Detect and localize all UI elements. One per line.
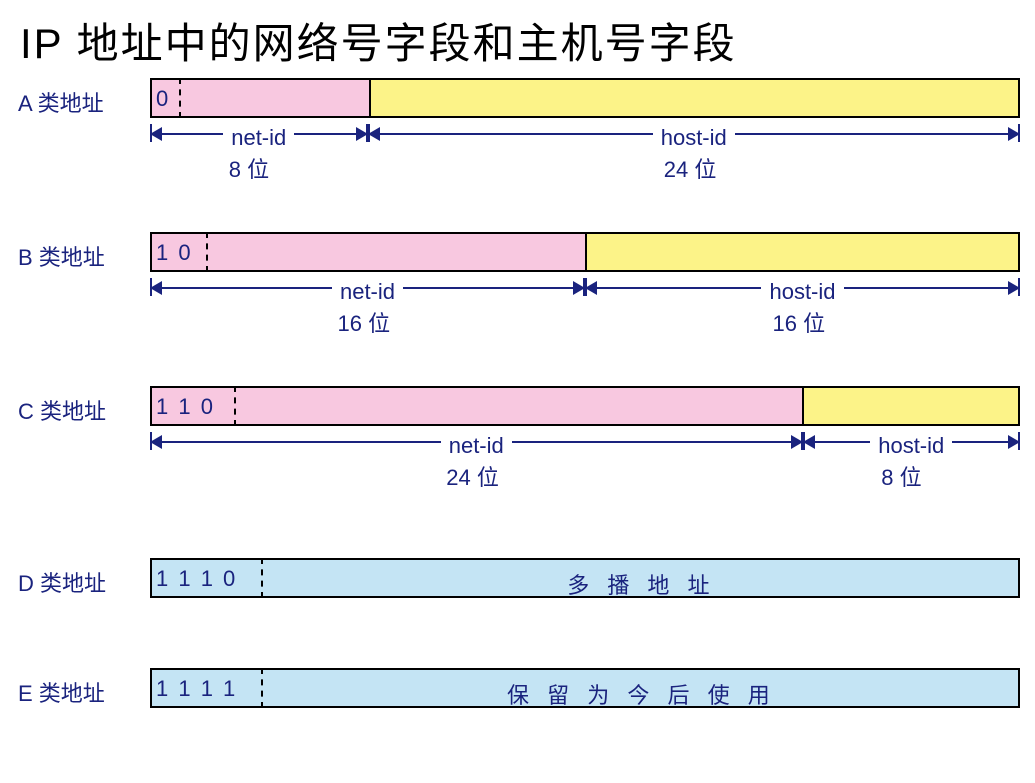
class-c-hostid-bits-label: 8 位 [881,460,921,492]
class-b-hostid-label: host-id [761,279,843,305]
class-c-prefix-bits: 1 1 0 [156,394,215,420]
class-b-netid-bits-label: 16 位 [338,306,391,338]
class-b-netid-segment: 1 0 [152,234,585,270]
class-a-hostid-arrow-left [368,127,380,141]
class-b-label: B 类地址 [18,240,105,272]
class-a-label: A 类地址 [18,86,104,118]
class-b-netid-arrow-left [150,281,162,295]
class-a-bar: 0 [150,78,1020,118]
class-c-hostid-segment [802,388,1019,424]
class-c-netid-range: net-id [150,432,803,460]
class-a-hostid-label: host-id [653,125,735,151]
class-a-hostid-arrow-right [1008,127,1020,141]
class-d-bar: 1 1 1 0 多 播 地 址 [150,558,1020,598]
class-c-label: C 类地址 [18,394,106,426]
class-b-hostid-segment [585,234,1018,270]
class-c-netid-label: net-id [441,433,512,459]
class-b-hostid-arrow-right [1008,281,1020,295]
class-b-prefix-divider [206,232,208,272]
class-d-description: 多 播 地 址 [261,568,1022,600]
class-b-hostid-range: host-id [585,278,1020,306]
class-b-hostid-bits-label: 16 位 [773,306,826,338]
class-c-prefix-divider [234,386,236,426]
class-a-netid-arrow-right [356,127,368,141]
class-b-hostid-arrow-left [585,281,597,295]
class-b-netid-range: net-id [150,278,585,306]
class-a-netid-label: net-id [223,125,294,151]
class-c-hostid-arrow-right [1008,435,1020,449]
class-b-netid-label: net-id [332,279,403,305]
class-e-description: 保 留 为 今 后 使 用 [261,678,1022,710]
class-a-prefix-bits: 0 [156,86,170,112]
class-a-hostid-range: host-id [368,124,1021,152]
class-a-netid-bits-label: 8 位 [229,152,269,184]
class-d-prefix-bits: 1 1 1 0 [156,566,237,592]
class-c-bar: 1 1 0 [150,386,1020,426]
class-c-netid-segment: 1 1 0 [152,388,802,424]
class-c-netid-bits-label: 24 位 [446,460,499,492]
class-c-hostid-label: host-id [870,433,952,459]
class-b-netid-arrow-right [573,281,585,295]
class-b-bar: 1 0 [150,232,1020,272]
page-title: IP 地址中的网络号字段和主机号字段 [20,10,737,71]
class-b-prefix-bits: 1 0 [156,240,193,266]
class-c-netid-arrow-left [150,435,162,449]
class-a-netid-range: net-id [150,124,368,152]
class-e-bar: 1 1 1 1 保 留 为 今 后 使 用 [150,668,1020,708]
class-e-label: E 类地址 [18,676,105,708]
class-a-netid-arrow-left [150,127,162,141]
class-c-hostid-range: host-id [803,432,1021,460]
class-d-label: D 类地址 [18,566,106,598]
class-c-hostid-arrow-left [803,435,815,449]
class-a-netid-segment: 0 [152,80,369,116]
class-e-prefix-bits: 1 1 1 1 [156,676,237,702]
class-c-netid-arrow-right [791,435,803,449]
class-a-prefix-divider [179,78,181,118]
class-a-hostid-bits-label: 24 位 [664,152,717,184]
class-a-hostid-segment [369,80,1019,116]
